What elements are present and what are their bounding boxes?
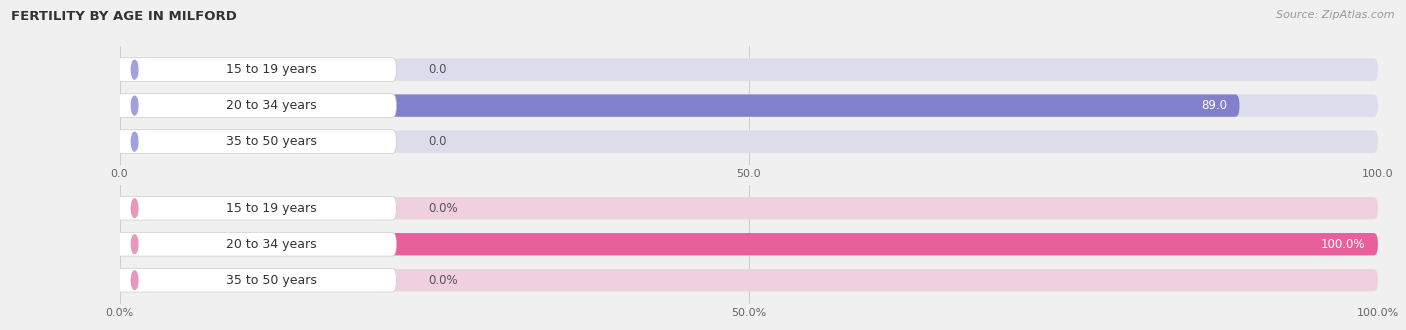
FancyBboxPatch shape [115,94,396,117]
FancyBboxPatch shape [120,269,1378,291]
Text: 0.0: 0.0 [427,135,446,148]
Text: 15 to 19 years: 15 to 19 years [226,202,318,215]
Text: 0.0%: 0.0% [427,274,457,287]
Circle shape [131,271,138,289]
Text: 0.0%: 0.0% [427,202,457,215]
Circle shape [131,60,138,79]
FancyBboxPatch shape [115,196,396,220]
Text: 20 to 34 years: 20 to 34 years [226,99,318,112]
Text: 35 to 50 years: 35 to 50 years [226,274,318,287]
FancyBboxPatch shape [120,94,1378,117]
Circle shape [131,132,138,151]
FancyBboxPatch shape [115,130,396,153]
FancyBboxPatch shape [120,130,1378,153]
FancyBboxPatch shape [115,268,396,292]
FancyBboxPatch shape [115,58,396,82]
Text: 89.0: 89.0 [1201,99,1227,112]
Text: Source: ZipAtlas.com: Source: ZipAtlas.com [1277,10,1395,20]
FancyBboxPatch shape [115,232,396,256]
Text: 20 to 34 years: 20 to 34 years [226,238,318,251]
FancyBboxPatch shape [120,197,1378,219]
FancyBboxPatch shape [120,94,1240,117]
Text: 0.0: 0.0 [427,63,446,76]
Text: FERTILITY BY AGE IN MILFORD: FERTILITY BY AGE IN MILFORD [11,10,238,23]
Circle shape [131,235,138,253]
Circle shape [131,199,138,217]
FancyBboxPatch shape [120,58,1378,81]
Text: 15 to 19 years: 15 to 19 years [226,63,318,76]
FancyBboxPatch shape [120,233,1378,255]
Text: 100.0%: 100.0% [1320,238,1365,251]
Text: 35 to 50 years: 35 to 50 years [226,135,318,148]
FancyBboxPatch shape [120,233,1378,255]
Circle shape [131,96,138,115]
